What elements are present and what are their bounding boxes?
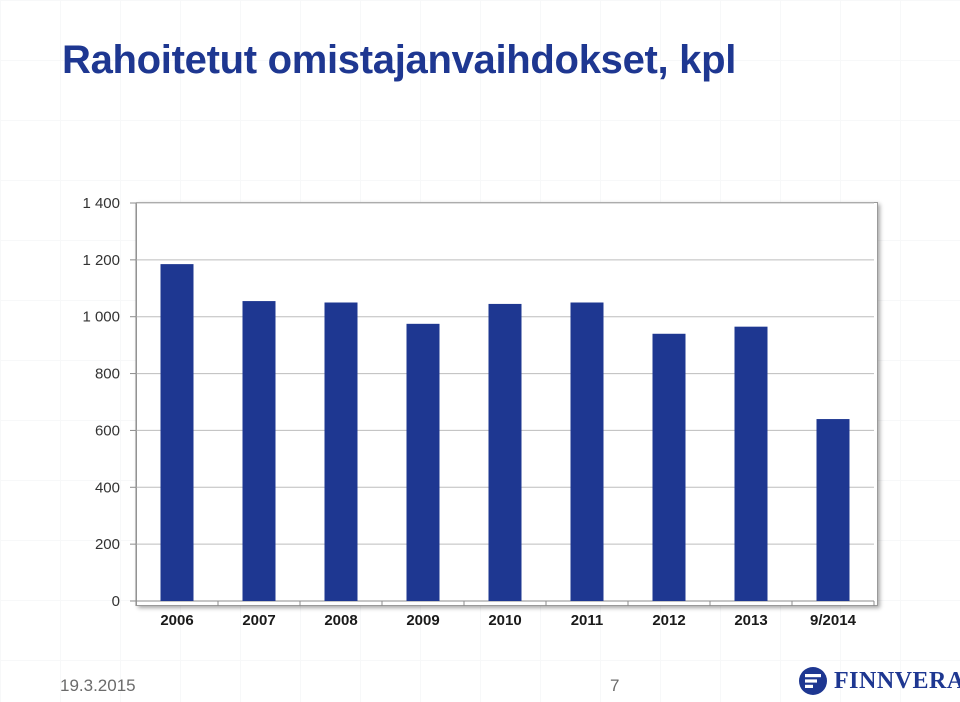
x-tick-label: 2013 bbox=[734, 612, 767, 629]
x-tick-label: 2009 bbox=[406, 612, 439, 629]
y-tick-label: 600 bbox=[95, 422, 120, 439]
finnvera-logo-text: FINNVERA bbox=[834, 667, 960, 694]
y-tick-label: 0 bbox=[112, 593, 120, 610]
y-tick-label: 200 bbox=[95, 536, 120, 553]
finnvera-logo-icon bbox=[799, 667, 827, 695]
bar-9-2014 bbox=[816, 419, 850, 601]
y-tick-label: 400 bbox=[95, 479, 120, 496]
bar-2012 bbox=[652, 333, 686, 601]
finnvera-logo: FINNVERA bbox=[798, 666, 960, 696]
bar-2010 bbox=[488, 303, 522, 601]
y-tick-label: 800 bbox=[95, 366, 120, 383]
x-tick-label: 9/2014 bbox=[810, 612, 857, 629]
bar-2006 bbox=[160, 264, 194, 601]
page-title: Rahoitetut omistajanvaihdokset, kpl bbox=[62, 38, 737, 82]
x-tick-label: 2012 bbox=[652, 612, 685, 629]
page-number: 7 bbox=[610, 676, 620, 695]
x-tick-label: 2010 bbox=[488, 612, 521, 629]
y-tick-label: 1 400 bbox=[82, 195, 120, 212]
bar-2008 bbox=[324, 302, 358, 601]
x-tick-label: 2008 bbox=[324, 612, 357, 629]
bar-2011 bbox=[570, 302, 604, 601]
y-tick-label: 1 200 bbox=[82, 252, 120, 269]
slide-date: 19.3.2015 bbox=[60, 676, 136, 695]
bar-2009 bbox=[406, 323, 440, 601]
x-tick-label: 2006 bbox=[160, 612, 193, 629]
bar-2007 bbox=[242, 301, 276, 601]
x-tick-label: 2011 bbox=[571, 612, 604, 629]
bar-2013 bbox=[734, 326, 768, 601]
x-tick-label: 2007 bbox=[242, 612, 275, 629]
y-tick-label: 1 000 bbox=[82, 309, 120, 326]
